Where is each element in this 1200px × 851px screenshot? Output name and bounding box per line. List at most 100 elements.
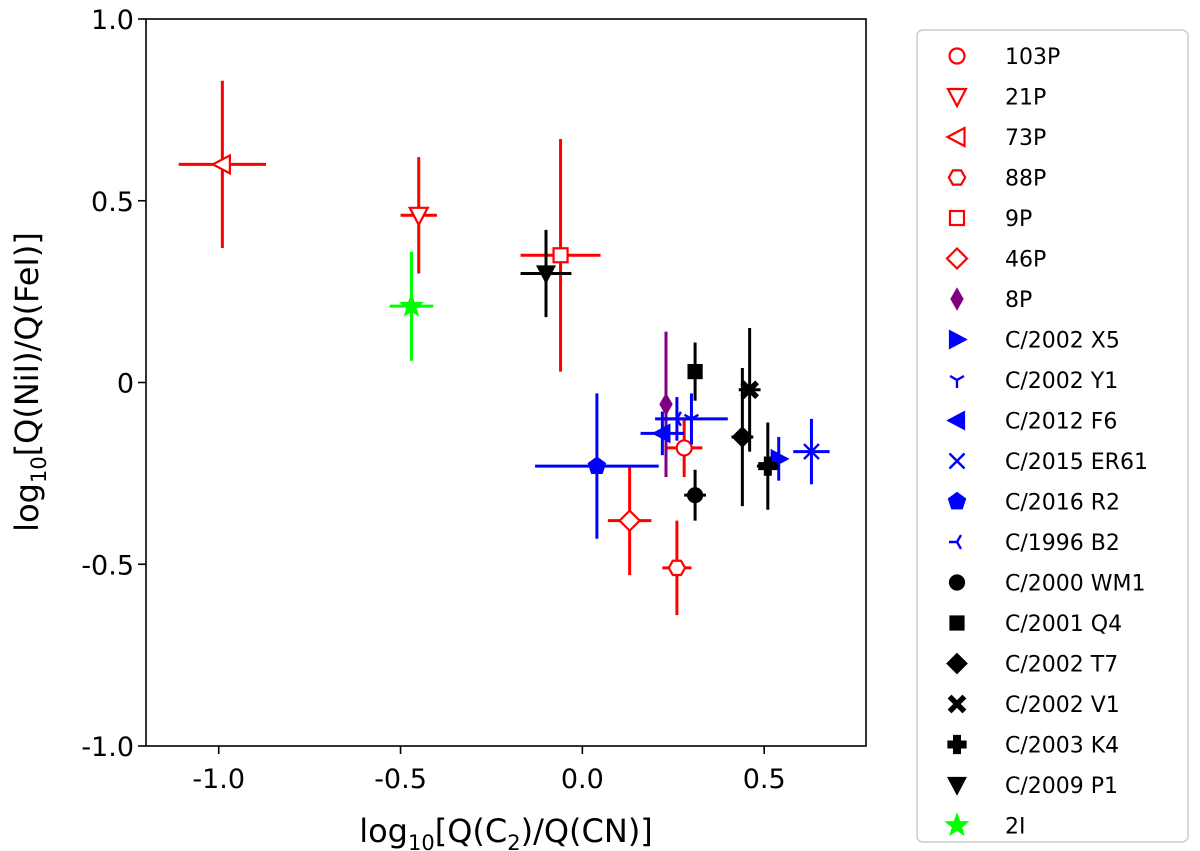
point-c-2003-k4 xyxy=(756,422,779,510)
legend-label: 2I xyxy=(1005,815,1026,840)
data-marker xyxy=(740,380,759,400)
legend: 103P 21P 73P 88P 9P 46P 8P C/2002 X5 C/2002 Y1 C/… xyxy=(916,29,1189,843)
legend-label: C/1996 B2 xyxy=(1005,531,1120,556)
data-marks xyxy=(178,80,830,616)
legend-entry: C/2001 Q4 xyxy=(949,612,1122,637)
legend-marker xyxy=(947,694,967,714)
y-tick-label: 0.5 xyxy=(91,187,134,218)
point-c-1996-b2 xyxy=(662,397,692,441)
data-marker xyxy=(587,456,607,474)
data-marker xyxy=(407,206,430,228)
point-8p xyxy=(659,331,673,478)
y-axis-label: log10[Q(NiI)/Q(FeI)] xyxy=(8,232,51,532)
plot-area: -1.0 -0.5 0.0 0.5 1.0 0.5 0 -0.5 -1.0 xyxy=(81,5,867,795)
legend-entry: C/1996 B2 xyxy=(949,531,1120,556)
point-c-2009-p1 xyxy=(520,229,572,318)
legend-label: 73P xyxy=(1005,126,1046,151)
legend-label: 103P xyxy=(1005,45,1060,70)
point-c-2016-r2 xyxy=(535,393,659,539)
legend-marker xyxy=(948,574,966,591)
point-c-2001-q4 xyxy=(687,342,703,401)
legend-label: 21P xyxy=(1005,86,1046,111)
legend-label: C/2016 R2 xyxy=(1005,491,1120,516)
legend-label: C/2015 ER61 xyxy=(1005,450,1148,475)
point-9p xyxy=(520,138,601,372)
legend-marker xyxy=(948,329,968,350)
legend-entry: C/2016 R2 xyxy=(947,491,1120,516)
legend-label: C/2000 WM1 xyxy=(1005,572,1146,597)
point-21p xyxy=(400,157,437,274)
legend-entry: 9P xyxy=(948,207,1032,232)
plot-frame xyxy=(145,18,867,747)
x-tick-label: -1.0 xyxy=(192,764,245,795)
legend-marker xyxy=(946,87,968,109)
legend-marker xyxy=(946,652,968,675)
legend-entry: C/2002 T7 xyxy=(946,652,1118,678)
legend-label: 9P xyxy=(1005,207,1032,232)
point-2i xyxy=(389,251,434,361)
y-tick-label: -0.5 xyxy=(81,550,134,581)
legend-label: C/2009 P1 xyxy=(1005,774,1118,799)
point-73p xyxy=(178,80,266,249)
legend-entry: C/2012 F6 xyxy=(946,410,1117,435)
legend-entry: C/2000 WM1 xyxy=(948,572,1146,597)
y-tick-label: 1.0 xyxy=(91,5,134,36)
legend-frame xyxy=(916,29,1189,843)
x-tick-label: 0.0 xyxy=(561,764,604,795)
legend-label: 8P xyxy=(1005,288,1032,313)
legend-entry: 103P xyxy=(948,45,1060,70)
data-marker xyxy=(668,411,682,427)
point-103p xyxy=(666,418,703,478)
legend-label: C/2002 Y1 xyxy=(1005,369,1118,394)
legend-entry: C/2002 Y1 xyxy=(949,369,1118,394)
y-tick-label: -1.0 xyxy=(81,732,134,763)
legend-entry: C/2009 P1 xyxy=(947,774,1118,799)
legend-entry: C/2003 K4 xyxy=(947,734,1119,759)
legend-label: C/2002 T7 xyxy=(1005,653,1118,678)
data-marker xyxy=(686,487,704,504)
point-c-2002-v1 xyxy=(738,327,761,452)
legend-marker xyxy=(948,209,966,227)
legend-marker xyxy=(948,452,966,470)
data-marker xyxy=(398,292,425,317)
data-marker xyxy=(758,456,778,476)
data-marker xyxy=(667,559,687,577)
legend-marker xyxy=(948,47,966,65)
legend-label: C/2001 Q4 xyxy=(1005,612,1122,637)
data-marker xyxy=(687,363,703,380)
data-marker xyxy=(536,265,556,285)
legend-label: 46P xyxy=(1005,248,1046,273)
point-46p xyxy=(607,466,652,576)
point-c-2015-er61 xyxy=(793,418,830,485)
legend-marker xyxy=(950,287,964,311)
legend-entry: C/2002 X5 xyxy=(948,329,1120,354)
point-c-2002-x5 xyxy=(770,437,790,481)
data-marker xyxy=(675,439,693,457)
axis-ticks: -1.0 -0.5 0.0 0.5 1.0 0.5 0 -0.5 -1.0 xyxy=(81,5,785,795)
legend-entry: 8P xyxy=(950,287,1032,313)
legend-entry: 2I xyxy=(944,812,1026,840)
point-c-2000-wm1 xyxy=(684,469,706,521)
legend-marker xyxy=(947,491,967,510)
legend-marker xyxy=(947,776,967,796)
legend-label: C/2002 V1 xyxy=(1005,693,1120,718)
data-marker xyxy=(803,443,820,460)
legend-label: C/2003 K4 xyxy=(1005,734,1119,759)
data-marker xyxy=(552,247,569,264)
y-tick-label: 0 xyxy=(117,369,134,400)
data-marker xyxy=(651,423,671,444)
legend-marker xyxy=(946,410,966,431)
data-marker xyxy=(659,392,673,417)
legend-marker xyxy=(949,374,965,388)
legend-marker xyxy=(944,812,970,837)
legend-marker xyxy=(945,246,969,271)
legend-marker xyxy=(949,615,965,631)
legend-entry: 21P xyxy=(946,86,1046,111)
data-marker xyxy=(618,509,642,533)
legend-entry: 88P xyxy=(947,167,1046,192)
x-tick-label: 0.5 xyxy=(743,764,786,795)
legend-entry: 73P xyxy=(945,126,1046,151)
legend-marker xyxy=(949,534,963,550)
legend-label: 88P xyxy=(1005,167,1046,192)
